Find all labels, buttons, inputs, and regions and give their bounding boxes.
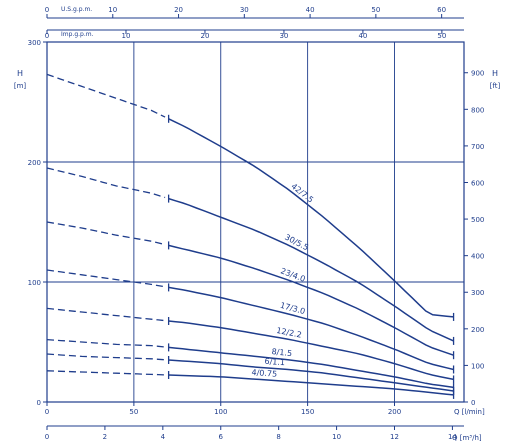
top-axis-us-tick-label: 40 (306, 6, 315, 14)
curve-30-5-5-dashed (46, 167, 166, 199)
curve-17-3-0-dashed (46, 269, 166, 288)
x-axis-unit-label: Q [l/min] (454, 408, 485, 416)
y-axis-left-tick-label: 200 (28, 159, 41, 167)
y-axis-right-title: H (492, 69, 498, 78)
curve-30-5-5 (168, 197, 454, 342)
curve-label: 4/0.75 (251, 368, 277, 379)
y-axis-right-tick-label: 700 (471, 143, 484, 151)
x-axis-tick-label: 0 (45, 408, 49, 416)
top-axis-us-tick-label: 0 (45, 6, 49, 14)
x-axis-secondary-tick-label: 0 (45, 433, 49, 441)
top-axis-imp-tick-label: 0 (45, 32, 49, 40)
curve-42-7-5-dashed (46, 73, 166, 118)
x-axis-tick-label: 100 (214, 408, 227, 416)
top-axis-imp-tick-label: 20 (200, 32, 209, 40)
curve-4-0-75-dashed (46, 370, 166, 376)
top-axis-imp-tick-label: 50 (437, 32, 446, 40)
x-axis-secondary-unit-label: Q [m³/h] (452, 434, 482, 442)
top-axis-us-tick-label: 50 (371, 6, 380, 14)
performance-curves: 42/7.530/5.523/4.017/3.012/2.28/1.56/1.1… (46, 73, 455, 399)
x-axis-tick-label: 150 (301, 408, 314, 416)
y-axis-right-tick-label: 200 (471, 326, 484, 334)
top-axis-us-label: U.S.g.p.m. (61, 6, 92, 13)
y-axis-right-tick-label: 600 (471, 179, 484, 187)
top-axis-imp-tick-label: 10 (122, 32, 131, 40)
curve-6-1-1 (168, 359, 454, 392)
top-axis-us-tick-label: 10 (108, 6, 117, 14)
x-axis-secondary-tick-label: 4 (161, 433, 166, 441)
y-axis-left-tick-label: 0 (37, 399, 41, 407)
curve-label: 17/3.0 (279, 301, 306, 316)
x-axis-tick-label: 200 (388, 408, 401, 416)
y-axis-right-tick-label: 900 (471, 70, 484, 78)
x-axis-secondary-tick-label: 6 (219, 433, 224, 441)
y-axis-left-tick-label: 100 (28, 279, 41, 287)
y-axis-right-tick-label: 300 (471, 289, 484, 297)
curve-23-4-0-dashed (46, 221, 166, 246)
y-axis-right-tick-label: 400 (471, 253, 484, 261)
y-axis-left-unit: [m] (14, 82, 27, 90)
y-axis-right-tick-label: 500 (471, 216, 484, 224)
y-axis-right-tick-label: 800 (471, 106, 484, 114)
curve-label: 6/1.1 (264, 357, 285, 367)
curve-8-1-5 (168, 346, 454, 389)
curve-8-1-5-dashed (46, 338, 166, 348)
x-axis-secondary-tick-label: 14 (448, 433, 457, 441)
curve-12-2-2-dashed (46, 307, 166, 322)
x-axis-secondary-tick-label: 12 (390, 433, 399, 441)
curve-6-1-1-dashed (46, 353, 166, 361)
y-axis-right-tick-label: 0 (471, 399, 475, 407)
grid-lines (47, 42, 464, 402)
x-axis-secondary-tick-label: 10 (332, 433, 341, 441)
top-axis-us-tick-label: 30 (240, 6, 249, 14)
x-axis-secondary-tick-label: 2 (103, 433, 107, 441)
top-axis-imp-tick-label: 30 (279, 32, 288, 40)
y-axis-left-tick-label: 300 (28, 39, 41, 47)
curve-17-3-0 (168, 286, 454, 371)
x-axis-secondary-tick-label: 8 (276, 433, 280, 441)
top-axis-us-tick-label: 20 (174, 6, 183, 14)
curve-12-2-2 (168, 320, 454, 381)
y-axis-right-tick-label: 100 (471, 362, 484, 370)
curve-4-0-75 (168, 374, 454, 396)
top-axis-us-tick-label: 60 (437, 6, 446, 14)
y-axis-left-title: H (17, 69, 23, 78)
curve-42-7-5 (168, 118, 454, 318)
x-axis-tick-label: 50 (129, 408, 138, 416)
curve-label: 8/1.5 (271, 347, 292, 358)
top-axis-imp-tick-label: 40 (358, 32, 367, 40)
curve-23-4-0 (168, 244, 454, 356)
y-axis-right-unit: [ft] (490, 82, 501, 90)
top-axis-imp-label: Imp.g.p.m. (61, 31, 94, 38)
